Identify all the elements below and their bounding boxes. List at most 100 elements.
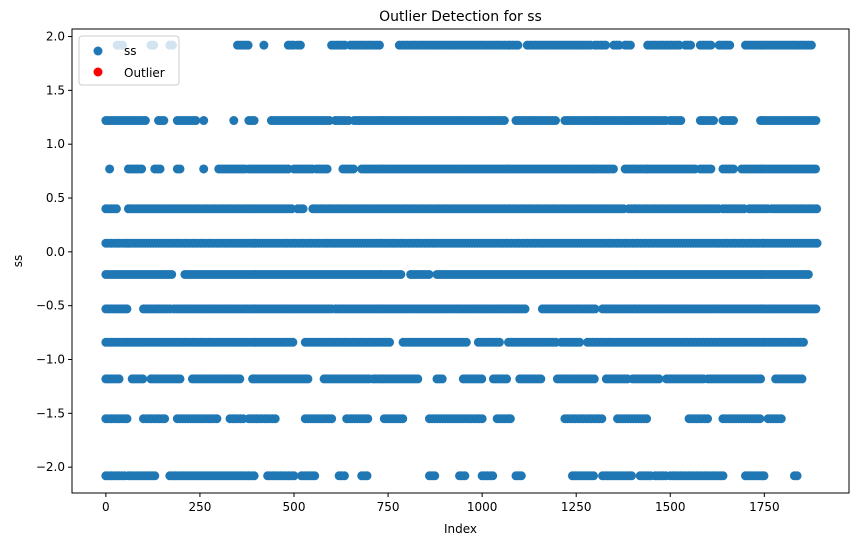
legend: ss Outlier [78,35,180,86]
x-tick-label: 1750 [749,500,780,514]
data-point [111,204,121,214]
data-point [398,414,408,424]
data-point [122,414,132,424]
data-point [430,471,440,481]
y-axis: −2.0 −1.5 −1.0 −0.5 0.0 0.5 1.0 1.5 2.0 [36,30,72,474]
legend-box [78,35,180,86]
data-point [703,414,713,424]
data-point [756,374,766,384]
data-point [520,304,530,314]
data-point [114,374,124,384]
data-point [327,414,337,424]
data-point [627,471,637,481]
data-point [516,471,526,481]
legend-label-outlier: Outlier [124,66,165,80]
data-point [797,374,807,384]
data-point [348,164,358,174]
y-tick-label: −0.5 [36,299,65,313]
data-point [502,374,512,384]
x-tick-label: 0 [102,500,110,514]
data-point [725,40,735,50]
x-tick-label: 1000 [467,500,498,514]
data-point [259,40,269,50]
data-point [806,40,816,50]
y-tick-label: 2.0 [46,30,65,44]
data-point [551,116,561,126]
x-tick-label: 250 [188,500,211,514]
legend-label-ss: ss [124,44,137,58]
data-point [140,116,150,126]
data-point [191,116,201,126]
data-point [728,164,738,174]
data-point [811,164,821,174]
data-point [461,337,471,347]
y-tick-label: 0.5 [46,191,65,205]
data-point [597,414,607,424]
data-point [589,471,599,481]
data-point [160,414,170,424]
data-point [396,269,406,279]
data-point [706,40,716,50]
data-point [812,238,822,248]
data-point [105,164,115,174]
data-point [424,269,434,279]
data-point [295,40,305,50]
y-tick-label: −1.0 [36,353,65,367]
data-point [625,40,635,50]
data-point [289,471,299,481]
data-point [159,116,169,126]
data-point [199,116,209,126]
data-point [138,374,148,384]
data-point [718,471,728,481]
data-point [477,374,487,384]
data-point [499,116,509,126]
data-point [706,164,716,174]
data-point [488,471,498,481]
data-point [759,471,769,481]
data-point [505,414,515,424]
data-point [385,337,395,347]
data-point [811,304,821,314]
data-point [212,414,222,424]
data-point [137,164,147,174]
y-tick-label: 1.5 [46,83,65,97]
data-point [249,116,259,126]
data-point [288,337,298,347]
data-point [460,471,470,481]
data-point [374,40,384,50]
x-tick-label: 1250 [561,500,592,514]
chart-title: Outlier Detection for ss [379,9,542,25]
data-point [303,374,313,384]
x-axis-title: Index [444,522,477,536]
plot-frame [71,28,850,494]
data-point [686,40,696,50]
data-point [270,414,280,424]
legend-marker-ss [93,46,103,56]
data-point [175,374,185,384]
legend-marker-outlier [93,67,103,77]
data-point [199,164,209,174]
y-tick-label: 0.0 [46,245,65,259]
data-point [298,204,308,214]
data-point [437,374,447,384]
data-point [310,471,320,481]
data-point [229,116,239,126]
data-point [709,116,719,126]
data-point [322,164,332,174]
x-tick-label: 500 [283,500,306,514]
data-point [536,374,546,384]
data-point [249,471,259,481]
y-tick-label: 1.0 [46,137,65,151]
data-point [792,471,802,481]
data-point [798,337,808,347]
data-point [155,164,165,174]
x-tick-label: 750 [377,500,400,514]
data-point [243,40,253,50]
data-point [477,414,487,424]
data-point [575,337,585,347]
data-point [590,304,600,314]
data-point [363,414,373,424]
data-point [150,471,160,481]
data-point [413,374,423,384]
